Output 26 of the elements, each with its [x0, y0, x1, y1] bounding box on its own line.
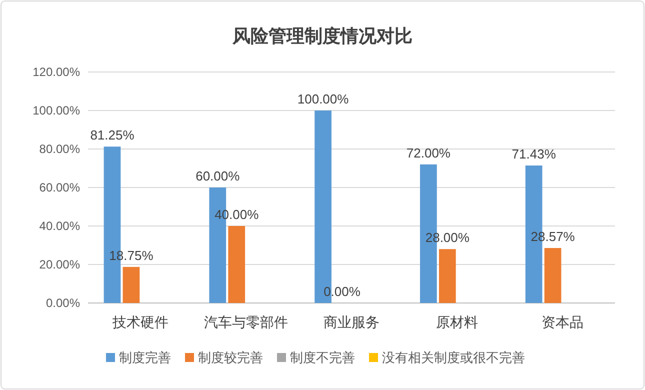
- y-tick-label: 60.00%: [39, 180, 80, 194]
- data-label: 100.00%: [297, 92, 350, 106]
- legend-label: 制度不完善: [290, 350, 355, 365]
- bar: [122, 266, 140, 303]
- legend-label: 制度完善: [119, 350, 171, 365]
- x-tick-label: 原材料: [436, 314, 478, 330]
- bar: [228, 226, 246, 303]
- y-tick-label: 20.00%: [39, 258, 80, 272]
- data-label: 81.25%: [90, 128, 135, 143]
- data-label: 60.00%: [196, 168, 240, 184]
- y-tick-label: 120.00%: [32, 65, 80, 79]
- data-label: 71.43%: [512, 146, 556, 162]
- legend-label: 没有相关制度或很不完善: [382, 350, 525, 365]
- x-tick-label: 汽车与零部件: [204, 314, 288, 330]
- bar: [544, 248, 562, 303]
- y-tick-label: 0.00%: [46, 296, 80, 310]
- bar: [438, 249, 456, 303]
- y-tick-label: 80.00%: [39, 142, 80, 156]
- y-tick-label: 100.00%: [32, 104, 80, 118]
- data-label: 72.00%: [406, 145, 451, 160]
- chart-title: 风险管理制度情况对比: [232, 26, 412, 46]
- x-tick-label: 商业服务: [324, 314, 380, 330]
- y-tick-label: 40.00%: [39, 219, 80, 233]
- x-tick-label: 资本品: [541, 314, 584, 330]
- x-tick-label: 技术硬件: [112, 314, 169, 330]
- legend-label: 制度较完善: [198, 350, 263, 365]
